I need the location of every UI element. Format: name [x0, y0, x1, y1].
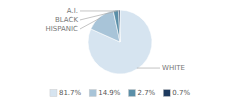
legend-swatch	[128, 90, 135, 97]
leader-line	[80, 11, 116, 20]
slice-label: WHITE	[162, 64, 185, 72]
slice-label: BLACK	[55, 16, 78, 24]
legend-item: 0.7%	[163, 89, 190, 97]
slice-label: A.I.	[67, 7, 78, 15]
legend-swatch	[163, 90, 170, 97]
legend-label: 81.7%	[59, 89, 82, 97]
labels: WHITE A.I.BLACKHISPANIC	[45, 7, 184, 72]
legend: 81.7% 14.9% 2.7% 0.7%	[50, 89, 190, 97]
legend-swatch	[50, 90, 57, 97]
legend-item: 14.9%	[89, 89, 121, 97]
slice-label: HISPANIC	[45, 25, 78, 33]
legend-label: 14.9%	[98, 89, 121, 97]
pie-slice	[113, 10, 120, 42]
legend-item: 2.7%	[128, 89, 155, 97]
pie-slice	[119, 10, 120, 42]
leader-line	[80, 18, 100, 29]
leader-line	[137, 68, 160, 69]
legend-swatch	[89, 90, 96, 97]
pie-slice	[91, 11, 120, 42]
legend-label: 2.7%	[137, 89, 155, 97]
leader-line	[80, 10, 119, 11]
legend-label: 0.7%	[172, 89, 190, 97]
legend-item: 81.7%	[50, 89, 82, 97]
chart: WHITE A.I.BLACKHISPANIC 81.7% 14.9% 2.7% 0.7%	[0, 0, 240, 100]
